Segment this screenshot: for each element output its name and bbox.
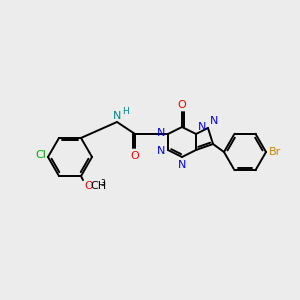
- Text: N: N: [157, 146, 165, 156]
- Text: O: O: [178, 100, 186, 110]
- Text: Cl: Cl: [35, 150, 46, 160]
- Text: 3: 3: [100, 179, 105, 188]
- Text: O: O: [130, 151, 140, 161]
- Text: N: N: [198, 122, 206, 132]
- Text: N: N: [113, 111, 121, 121]
- Text: N: N: [178, 160, 186, 170]
- Text: N: N: [210, 116, 218, 126]
- Text: H: H: [122, 107, 129, 116]
- Text: Br: Br: [269, 147, 281, 157]
- Text: N: N: [157, 128, 165, 138]
- Text: CH: CH: [90, 181, 106, 191]
- Text: O: O: [84, 181, 93, 191]
